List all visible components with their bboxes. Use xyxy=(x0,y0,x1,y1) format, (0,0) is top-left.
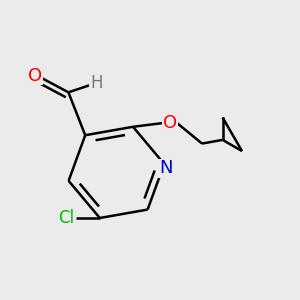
Text: N: N xyxy=(159,159,173,177)
Text: H: H xyxy=(90,74,103,92)
Text: Cl: Cl xyxy=(58,209,74,227)
Text: O: O xyxy=(163,114,177,132)
Text: O: O xyxy=(28,67,42,85)
